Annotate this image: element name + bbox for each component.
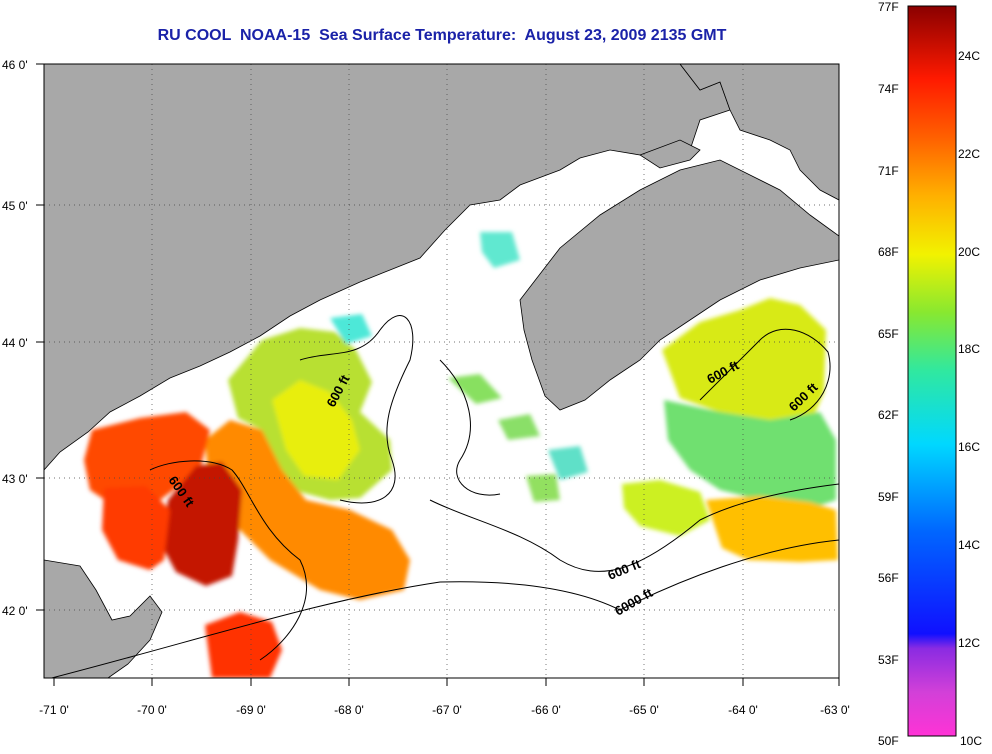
colorbar-label-f: 50F: [878, 734, 899, 748]
colorbar-label-c: 24C: [958, 49, 980, 63]
land-nova-scotia: [519, 159, 839, 411]
colorbar-label-c: 20C: [958, 245, 980, 259]
colorbar-label-f: 74F: [878, 82, 899, 96]
land: [44, 64, 839, 678]
lon-tick-label: -71 0': [39, 703, 69, 717]
contour-georges: [439, 359, 501, 496]
colorbar: 77F 74F 71F 68F 65F 62F 59F 56F 53F 50F …: [878, 0, 982, 748]
sst-patch-green-small-4: [498, 414, 540, 440]
sst-patch-green-small-3: [526, 474, 560, 502]
map-border: [43, 63, 840, 679]
longitude-labels: -71 0' -70 0' -69 0' -68 0' -67 0' -66 0…: [39, 703, 850, 717]
colorbar-label-c: 12C: [958, 636, 980, 650]
sst-patch-orange-east: [706, 496, 838, 562]
land-new-brunswick: [679, 64, 839, 201]
sst-patch-darkred-core: [162, 462, 242, 586]
contour-600ft-basin: [299, 315, 414, 504]
colorbar-fahrenheit-labels: 77F 74F 71F 68F 65F 62F 59F 56F 53F 50F: [878, 0, 899, 748]
colorbar-label-c: 10C: [960, 734, 982, 748]
colorbar-label-f: 68F: [878, 245, 899, 259]
colorbar-label-c: 14C: [958, 538, 980, 552]
land-new-england-maine: [44, 64, 731, 471]
lon-tick-label: -64 0': [728, 703, 758, 717]
lon-tick-label: -69 0': [236, 703, 266, 717]
sst-patch-cyan-small-1: [480, 232, 520, 268]
colorbar-label-f: 59F: [878, 490, 899, 504]
lat-tick-label: 44 0': [2, 336, 28, 350]
colorbar-label-c: 18C: [958, 342, 980, 356]
latitude-labels: 46 0' 45 0' 44 0' 43 0' 42 0': [2, 58, 28, 618]
land-bay-of-fundy-shore: [639, 139, 701, 169]
sst-patch-red-south: [205, 612, 282, 678]
colorbar-label-f: 62F: [878, 408, 899, 422]
lat-tick-label: 46 0': [2, 58, 28, 72]
contour-600ft-east: [429, 483, 839, 572]
land-cape-cod: [44, 559, 163, 678]
colorbar-celsius-labels: 24C 22C 20C 18C 16C 14C 12C 10C: [958, 49, 982, 748]
colorbar-label-f: 56F: [878, 571, 899, 585]
sst-patch-red-west: [102, 486, 170, 570]
lat-tick-label: 43 0': [2, 472, 28, 486]
colorbar-label-f: 65F: [878, 327, 899, 341]
sst-patch-green-east: [664, 400, 836, 510]
contour-600ft-ns: [699, 328, 831, 421]
depth-contours: [49, 315, 839, 678]
contour-600ft-gulf: [149, 460, 307, 661]
colorbar-label-f: 77F: [878, 0, 899, 14]
lon-tick-label: -68 0': [334, 703, 364, 717]
lat-tick-label: 45 0': [2, 199, 28, 213]
contour-6000ft: [49, 539, 839, 678]
lon-tick-label: -66 0': [531, 703, 561, 717]
sst-patches: [84, 232, 838, 678]
sst-patch-orange-west: [205, 420, 410, 600]
sst-patch-green-mid: [448, 374, 502, 404]
lat-tick-label: 42 0': [2, 604, 28, 618]
sst-patch-red-coast: [84, 412, 210, 510]
lon-tick-label: -63 0': [820, 703, 850, 717]
colorbar-label-f: 53F: [878, 653, 899, 667]
map-title: RU COOL NOAA-15 Sea Surface Temperature:…: [157, 27, 727, 44]
colorbar-label-c: 16C: [958, 440, 980, 454]
lon-tick-label: -65 0': [629, 703, 659, 717]
colorbar-label-c: 22C: [958, 147, 980, 161]
colorbar-label-f: 71F: [878, 164, 899, 178]
colorbar-gradient: [907, 5, 957, 737]
sst-patch-gulf-north: [272, 380, 360, 480]
lon-tick-label: -70 0': [137, 703, 167, 717]
sst-patch-cyan-small-2: [548, 446, 588, 480]
frame-ticks: [36, 63, 840, 686]
sst-patch-cyan-west: [330, 314, 372, 344]
lon-tick-label: -67 0': [432, 703, 462, 717]
map-area: 600 ft 600 ft 600 ft 600 ft 600 ft 6000 …: [44, 64, 839, 678]
